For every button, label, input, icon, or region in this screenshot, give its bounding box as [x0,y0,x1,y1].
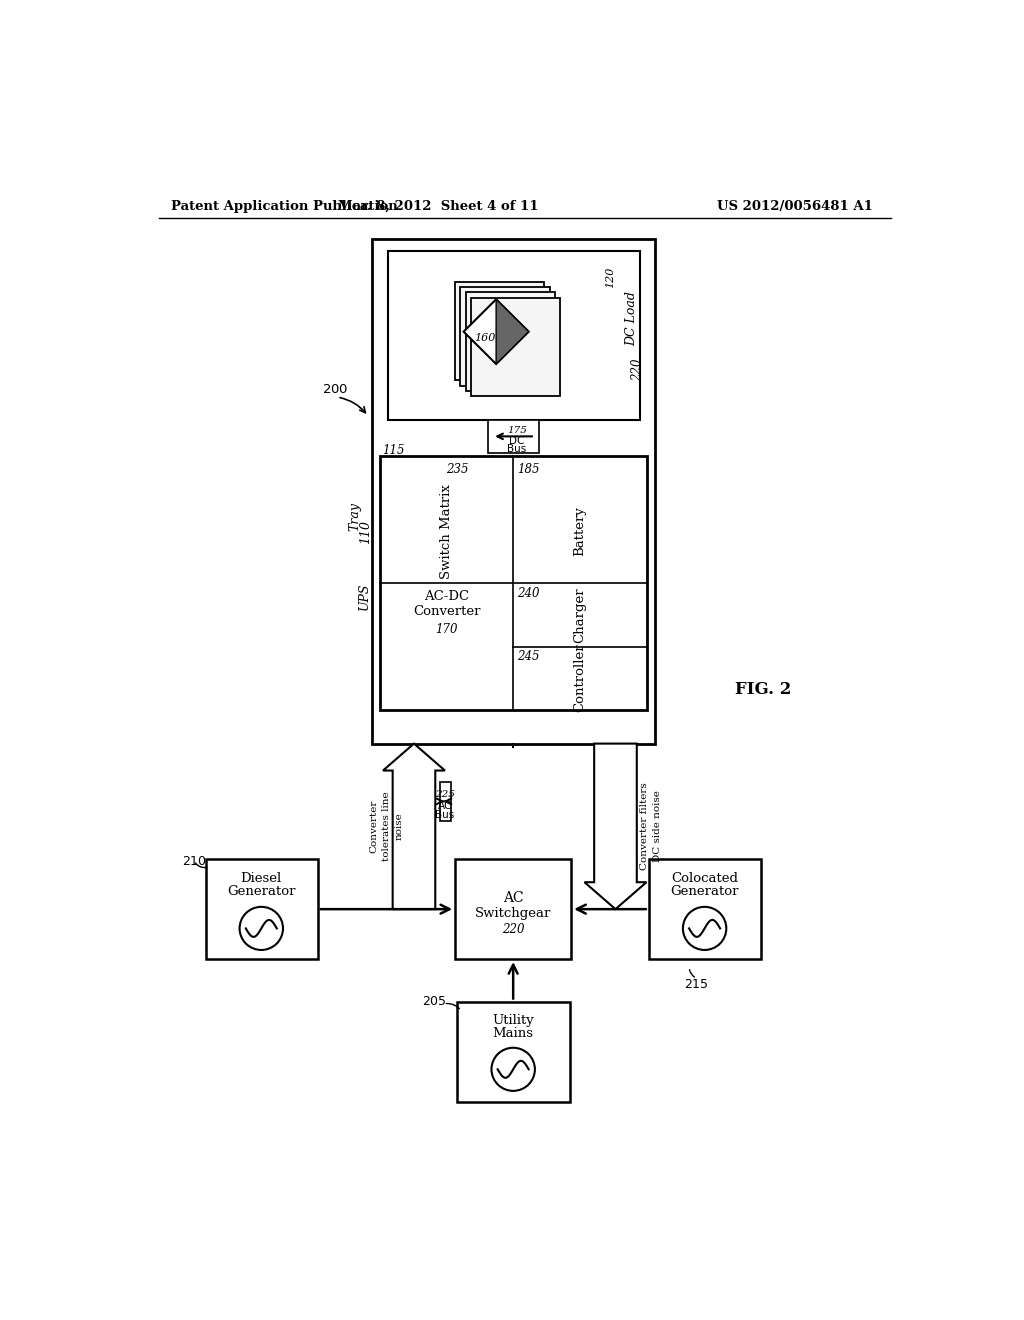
Text: Mains: Mains [493,1027,534,1040]
Text: Generator: Generator [227,884,296,898]
Text: 225: 225 [435,789,455,799]
Text: $\mathit{200}$: $\mathit{200}$ [322,383,348,396]
Text: Patent Application Publication: Patent Application Publication [171,199,397,213]
Text: 220: 220 [632,358,644,380]
Bar [466,293,555,391]
Bar [649,859,761,960]
Text: Switch Matrix: Switch Matrix [440,483,453,578]
Text: DC Load: DC Load [626,292,638,346]
Text: Bus: Bus [508,444,526,454]
Text: 160: 160 [474,333,496,343]
Text: 185: 185 [517,462,540,475]
Bar [471,298,560,396]
Bar [458,1002,569,1102]
FancyArrow shape [383,743,445,909]
Text: 245: 245 [517,651,540,664]
Text: $\mathit{205}$: $\mathit{205}$ [423,995,447,1008]
Text: 120: 120 [605,267,615,289]
Text: 220: 220 [502,924,524,936]
Bar [455,859,571,960]
Polygon shape [464,300,528,364]
Text: Diesel: Diesel [241,871,282,884]
Text: 235: 235 [446,462,469,475]
Bar [461,286,550,385]
Text: Utility: Utility [493,1014,535,1027]
Text: $\mathit{210}$: $\mathit{210}$ [182,855,207,869]
Text: Battery: Battery [573,506,587,556]
Bar [455,281,544,380]
Bar [206,859,317,960]
Text: Generator: Generator [671,884,739,898]
Text: AC: AC [438,800,453,810]
Text: $\mathit{215}$: $\mathit{215}$ [684,978,710,991]
Text: UPS: UPS [357,582,371,610]
Bar [439,781,452,821]
FancyArrow shape [585,743,646,909]
Bar [388,251,640,420]
Text: Bus: Bus [435,810,455,820]
Polygon shape [496,300,528,364]
Text: AC-DC: AC-DC [424,590,469,603]
Text: 175: 175 [507,425,527,434]
Text: FIG. 2: FIG. 2 [735,681,792,698]
Text: Converter
tolerates line
noise: Converter tolerates line noise [370,791,403,861]
Text: 110: 110 [359,520,373,544]
Text: Converter filters
DC side noise: Converter filters DC side noise [640,783,662,870]
Bar [372,239,655,743]
Bar [488,420,539,453]
Text: Controller: Controller [573,644,587,713]
Text: Charger: Charger [573,587,587,643]
Text: US 2012/0056481 A1: US 2012/0056481 A1 [717,199,872,213]
Text: Switchgear: Switchgear [475,907,551,920]
Text: Converter: Converter [413,605,480,618]
Text: DC: DC [509,436,524,446]
Text: Colocated: Colocated [671,871,738,884]
Text: 170: 170 [435,623,458,636]
Text: Mar. 8, 2012  Sheet 4 of 11: Mar. 8, 2012 Sheet 4 of 11 [338,199,539,213]
Text: AC: AC [503,891,523,904]
Bar [380,457,647,710]
Text: Tray: Tray [348,502,361,531]
Text: 240: 240 [517,587,540,601]
Text: 115: 115 [382,444,404,457]
